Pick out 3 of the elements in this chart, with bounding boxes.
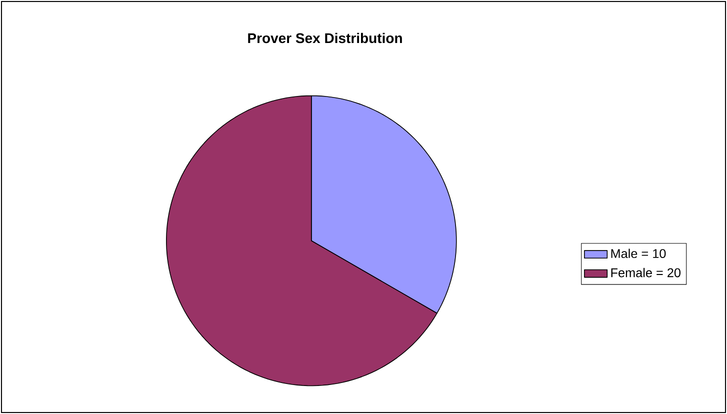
chart-title: Prover Sex Distribution: [248, 32, 402, 44]
legend-label: Male = 10: [611, 248, 666, 258]
legend-label: Female = 20: [611, 268, 680, 278]
